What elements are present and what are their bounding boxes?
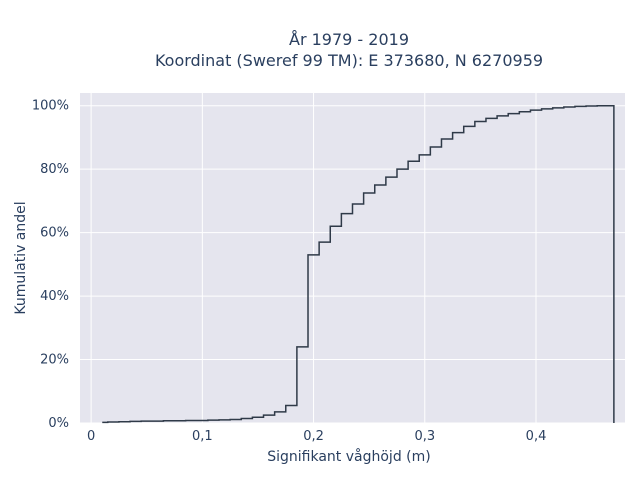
chart-title-line-1: År 1979 - 2019 (289, 30, 409, 49)
x-tick-label: 0,1 (192, 429, 213, 444)
x-tick-label: 0,2 (303, 429, 324, 444)
x-tick-label: 0 (87, 429, 95, 444)
x-tick-label: 0,4 (526, 429, 547, 444)
y-tick-label: 100% (32, 99, 69, 114)
series-group (102, 104, 615, 424)
y-tick-label: 40% (40, 289, 69, 304)
y-tick-label: 60% (40, 226, 69, 241)
y-tick-label: 80% (40, 162, 69, 177)
plot-area (80, 93, 625, 423)
series-line (102, 104, 615, 424)
chart-title-line-2: Koordinat (Sweref 99 TM): E 373680, N 62… (155, 51, 543, 70)
x-tick-label: 0,3 (414, 429, 435, 444)
chart-title: År 1979 - 2019 Koordinat (Sweref 99 TM):… (155, 30, 543, 70)
x-axis-label: Signifikant våghöjd (m) (267, 448, 430, 465)
y-tick-label: 20% (40, 353, 69, 368)
y-axis-ticks: 0% 20% 40% 60% 80% 100% (32, 99, 69, 431)
y-tick-label: 0% (48, 416, 69, 431)
y-axis-label: Kumulativ andel (13, 201, 29, 314)
grid (80, 93, 625, 424)
x-axis-ticks: 0 0,1 0,2 0,3 0,4 (87, 429, 546, 444)
